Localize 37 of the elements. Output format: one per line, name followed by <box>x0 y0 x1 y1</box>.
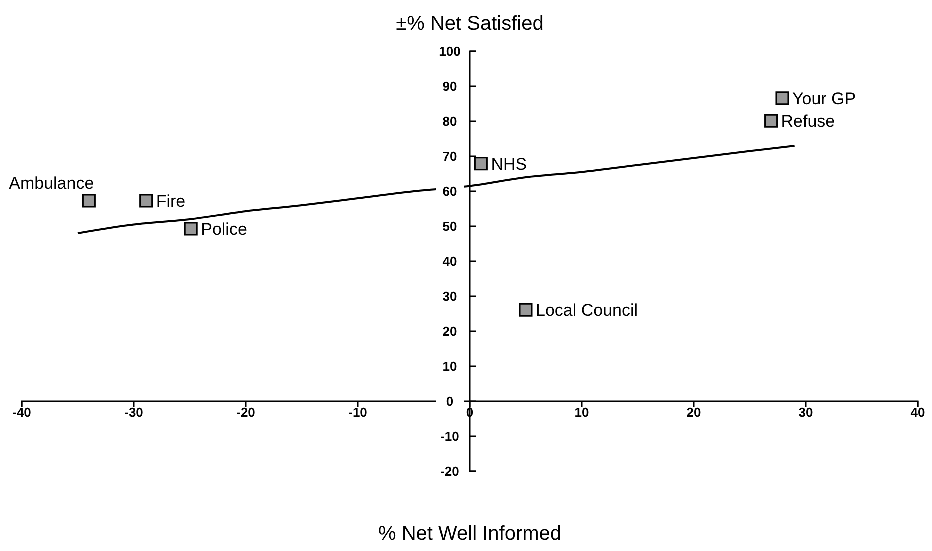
point <box>184 222 198 236</box>
y-tick-label: 90 <box>442 79 458 94</box>
point <box>764 114 778 128</box>
point <box>776 92 790 106</box>
x-tick-label: 20 <box>686 405 702 420</box>
y-tick-label: 50 <box>442 219 458 234</box>
annotation: Fire <box>156 192 186 211</box>
annotation: Police <box>201 220 248 239</box>
annotation: NHS <box>491 154 528 174</box>
y-tick-label: 10 <box>442 359 458 374</box>
y-tick-label: 40 <box>442 254 458 270</box>
y-tick-label: 60 <box>442 184 458 200</box>
x-tick-label: -30 <box>124 405 144 420</box>
y-axis-title: ±% Net Satisfied <box>396 13 544 35</box>
x-tick-label: -10 <box>348 405 368 420</box>
point <box>474 157 488 171</box>
x-tick-label: -20 <box>236 405 256 420</box>
annotation: Your GP <box>792 89 856 108</box>
y-tick-label: 70 <box>442 149 458 164</box>
point <box>140 194 154 208</box>
y-tick-label: 20 <box>442 324 458 340</box>
y-tick-label: -10 <box>440 429 460 444</box>
x-tick-label: 30 <box>798 405 814 420</box>
annotation: Refuse <box>781 112 836 132</box>
y-tick-label: 80 <box>442 114 458 130</box>
annotation: Local Council <box>536 301 638 320</box>
annotation: Ambulance <box>9 174 94 193</box>
x-tick-label: 10 <box>574 405 590 420</box>
point <box>82 194 96 208</box>
y-tick-label: 0 <box>446 394 454 410</box>
x-tick-label: -40 <box>12 405 32 420</box>
y-tick-label: 30 <box>442 289 458 304</box>
y-tick-label: 100 <box>439 44 461 60</box>
x-tick-label: 40 <box>910 405 926 420</box>
point <box>519 303 533 317</box>
y-tick-label: -20 <box>440 464 460 480</box>
x-axis-title: % Net Well Informed <box>378 523 562 545</box>
